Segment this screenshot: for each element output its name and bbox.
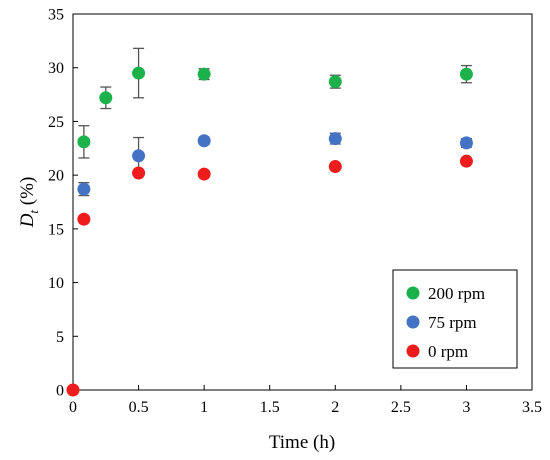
data-point-75-rpm [459,136,473,150]
y-axis: 0 5 10 15 20 25 30 35 [48,7,78,400]
legend-marker-75-rpm [406,315,420,329]
y-axis-title-unit: (%) [17,177,38,210]
legend-label-0-rpm: 0 rpm [428,342,468,361]
x-tick-label: 0.5 [129,399,149,416]
data-point-0-rpm [77,212,91,226]
y-tick-label: 35 [48,7,64,24]
x-tick-label: 1 [200,399,208,416]
data-point-0-rpm [132,166,146,180]
data-point-75-rpm [197,134,211,148]
data-point-200-rpm [99,91,113,105]
y-tick-label: 30 [48,60,64,77]
x-axis: 0 0.5 1 1.5 2 2.5 3 3.5 [69,385,542,416]
data-point-200-rpm [197,67,211,81]
y-axis-title-main: D [17,213,38,228]
data-point-75-rpm [132,149,146,163]
legend-marker-0-rpm [406,344,420,358]
data-point-0-rpm [66,383,80,397]
data-point-200-rpm [77,135,91,149]
x-tick-label: 2 [331,399,339,416]
x-tick-label: 3.5 [522,399,542,416]
legend-label-200-rpm: 200 rpm [428,284,485,303]
legend: 200 rpm 75 rpm 0 rpm [392,269,518,369]
y-tick-label: 10 [48,275,64,292]
x-tick-label: 0 [69,399,77,416]
y-tick-label: 25 [48,114,64,131]
plot-area [72,13,533,391]
data-point-200-rpm [132,66,146,80]
y-tick-label: 15 [48,221,64,238]
data-point-200-rpm [328,75,342,89]
y-tick-label: 20 [48,168,64,185]
data-points [66,66,473,397]
data-point-0-rpm [197,167,211,181]
y-axis-title: Dt (%) [17,177,41,229]
x-axis-title: Time (h) [269,432,335,453]
legend-label-75-rpm: 75 rpm [428,313,477,332]
data-point-200-rpm [459,67,473,81]
data-point-0-rpm [459,154,473,168]
y-axis-title-subscript: t [26,210,41,214]
x-tick-label: 1.5 [260,399,280,416]
legend-marker-200-rpm [406,286,420,300]
y-tick-label: 0 [56,383,64,400]
data-point-75-rpm [328,132,342,146]
data-point-75-rpm [77,182,91,196]
x-tick-label: 2.5 [391,399,411,416]
y-tick-label: 5 [56,329,64,346]
x-tick-label: 3 [462,399,470,416]
data-point-0-rpm [328,160,342,174]
